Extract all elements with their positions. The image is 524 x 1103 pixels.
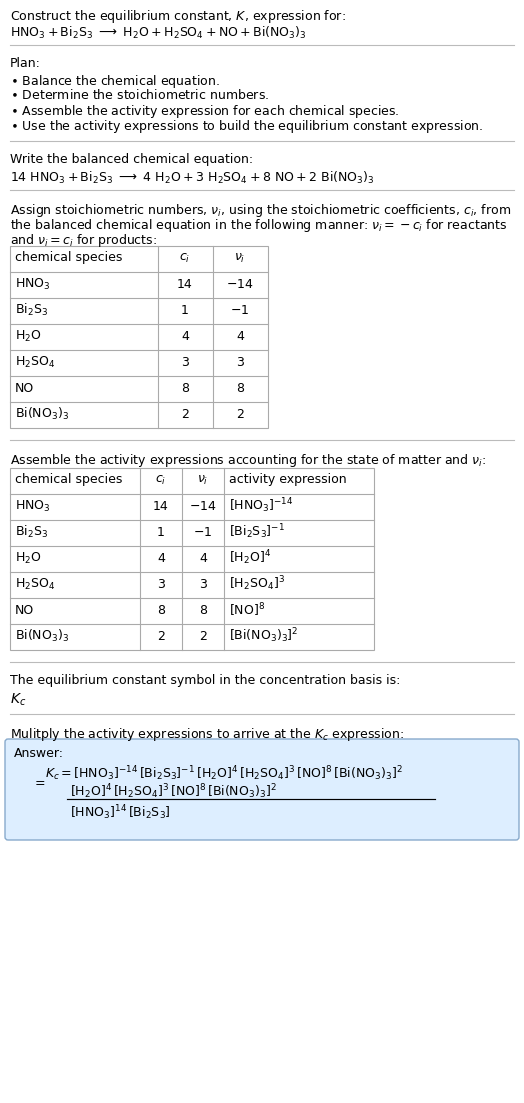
Text: $[\mathrm{Bi(NO_3)_3}]^{2}$: $[\mathrm{Bi(NO_3)_3}]^{2}$	[229, 627, 299, 645]
Bar	[10, 468, 374, 650]
Text: $[\mathrm{HNO_3}]^{-14}$: $[\mathrm{HNO_3}]^{-14}$	[229, 496, 293, 515]
Text: 14: 14	[153, 500, 169, 513]
Text: $14\ \mathrm{HNO_3 + Bi_2S_3\ \longrightarrow\ 4\ H_2O + 3\ H_2SO_4 + 8\ NO + 2\: $14\ \mathrm{HNO_3 + Bi_2S_3\ \longright…	[10, 170, 375, 186]
Text: 8: 8	[236, 382, 244, 395]
Text: $[\mathrm{H_2SO_4}]^{3}$: $[\mathrm{H_2SO_4}]^{3}$	[229, 575, 285, 593]
Text: NO: NO	[15, 603, 34, 617]
Text: 2: 2	[199, 630, 207, 643]
Text: 8: 8	[157, 603, 165, 617]
Bar	[10, 246, 268, 428]
Text: 3: 3	[181, 355, 189, 368]
Text: Assign stoichiometric numbers, $\nu_i$, using the stoichiometric coefficients, $: Assign stoichiometric numbers, $\nu_i$, …	[10, 202, 511, 219]
Text: $\mathrm{H_2O}$: $\mathrm{H_2O}$	[15, 329, 41, 343]
Text: $\mathrm{HNO_3}$: $\mathrm{HNO_3}$	[15, 499, 51, 514]
Text: $[\mathrm{H_2O}]^{4}\,[\mathrm{H_2SO_4}]^{3}\,[\mathrm{NO}]^{8}\,[\mathrm{Bi(NO_: $[\mathrm{H_2O}]^{4}\,[\mathrm{H_2SO_4}]…	[70, 782, 277, 801]
Text: $-14$: $-14$	[226, 278, 254, 290]
Text: 1: 1	[157, 525, 165, 538]
Text: 2: 2	[157, 630, 165, 643]
Text: Assemble the activity expressions accounting for the state of matter and $\nu_i$: Assemble the activity expressions accoun…	[10, 452, 486, 469]
Text: Mulitply the activity expressions to arrive at the $K_c$ expression:: Mulitply the activity expressions to arr…	[10, 726, 405, 743]
Text: 8: 8	[199, 603, 207, 617]
FancyBboxPatch shape	[5, 739, 519, 840]
Text: Write the balanced chemical equation:: Write the balanced chemical equation:	[10, 153, 253, 165]
Text: $K_c$: $K_c$	[10, 692, 26, 708]
Text: Answer:: Answer:	[14, 747, 64, 760]
Text: 4: 4	[157, 552, 165, 565]
Text: 4: 4	[236, 330, 244, 343]
Text: $[\mathrm{Bi_2S_3}]^{-1}$: $[\mathrm{Bi_2S_3}]^{-1}$	[229, 523, 285, 542]
Text: $=$: $=$	[32, 775, 46, 789]
Text: $\mathrm{H_2SO_4}$: $\mathrm{H_2SO_4}$	[15, 577, 56, 591]
Text: $\bullet$ Balance the chemical equation.: $\bullet$ Balance the chemical equation.	[10, 73, 220, 90]
Text: $-1$: $-1$	[193, 525, 213, 538]
Text: 2: 2	[236, 407, 244, 420]
Text: 3: 3	[199, 578, 207, 590]
Text: chemical species: chemical species	[15, 473, 123, 486]
Text: $\mathrm{H_2SO_4}$: $\mathrm{H_2SO_4}$	[15, 354, 56, 370]
Text: $\nu_i$: $\nu_i$	[198, 473, 209, 486]
Text: Construct the equilibrium constant, $K$, expression for:: Construct the equilibrium constant, $K$,…	[10, 8, 346, 25]
Text: $\mathrm{HNO_3 + Bi_2S_3\ \longrightarrow\ H_2O + H_2SO_4 + NO + Bi(NO_3)_3}$: $\mathrm{HNO_3 + Bi_2S_3\ \longrightarro…	[10, 25, 307, 41]
Text: $[\mathrm{NO}]^{8}$: $[\mathrm{NO}]^{8}$	[229, 601, 265, 619]
Text: $\nu_i$: $\nu_i$	[234, 251, 246, 265]
Text: activity expression: activity expression	[229, 473, 346, 486]
Text: $-1$: $-1$	[231, 303, 249, 317]
Text: the balanced chemical equation in the following manner: $\nu_i = -c_i$ for react: the balanced chemical equation in the fo…	[10, 217, 507, 234]
Text: The equilibrium constant symbol in the concentration basis is:: The equilibrium constant symbol in the c…	[10, 674, 400, 687]
Text: Plan:: Plan:	[10, 57, 41, 69]
Text: 4: 4	[199, 552, 207, 565]
Text: 8: 8	[181, 382, 189, 395]
Text: $\mathrm{Bi(NO_3)_3}$: $\mathrm{Bi(NO_3)_3}$	[15, 628, 69, 644]
Text: $-14$: $-14$	[189, 500, 217, 513]
Text: $\bullet$ Assemble the activity expression for each chemical species.: $\bullet$ Assemble the activity expressi…	[10, 103, 399, 120]
Text: $\mathrm{Bi(NO_3)_3}$: $\mathrm{Bi(NO_3)_3}$	[15, 406, 69, 422]
Text: $\mathrm{H_2O}$: $\mathrm{H_2O}$	[15, 550, 41, 566]
Text: 2: 2	[181, 407, 189, 420]
Text: $\mathrm{HNO_3}$: $\mathrm{HNO_3}$	[15, 277, 51, 291]
Text: $\bullet$ Determine the stoichiometric numbers.: $\bullet$ Determine the stoichiometric n…	[10, 88, 269, 101]
Text: $\bullet$ Use the activity expressions to build the equilibrium constant express: $\bullet$ Use the activity expressions t…	[10, 118, 483, 135]
Text: 3: 3	[157, 578, 165, 590]
Text: $c_i$: $c_i$	[179, 251, 191, 265]
Text: NO: NO	[15, 382, 34, 395]
Text: 14: 14	[177, 278, 193, 290]
Text: $\mathrm{Bi_2S_3}$: $\mathrm{Bi_2S_3}$	[15, 302, 48, 318]
Text: 4: 4	[181, 330, 189, 343]
Text: 3: 3	[236, 355, 244, 368]
Text: and $\nu_i = c_i$ for products:: and $\nu_i = c_i$ for products:	[10, 232, 157, 249]
Text: $c_i$: $c_i$	[156, 473, 167, 486]
Text: chemical species: chemical species	[15, 251, 123, 265]
Text: 1: 1	[181, 303, 189, 317]
Text: $K_c = [\mathrm{HNO_3}]^{-14}\,[\mathrm{Bi_2S_3}]^{-1}\,[\mathrm{H_2O}]^{4}\,[\m: $K_c = [\mathrm{HNO_3}]^{-14}\,[\mathrm{…	[45, 764, 403, 783]
Text: $\mathrm{Bi_2S_3}$: $\mathrm{Bi_2S_3}$	[15, 524, 48, 540]
Text: $[\mathrm{HNO_3}]^{14}\,[\mathrm{Bi_2S_3}]$: $[\mathrm{HNO_3}]^{14}\,[\mathrm{Bi_2S_3…	[70, 803, 171, 822]
Text: $[\mathrm{H_2O}]^{4}$: $[\mathrm{H_2O}]^{4}$	[229, 548, 271, 567]
